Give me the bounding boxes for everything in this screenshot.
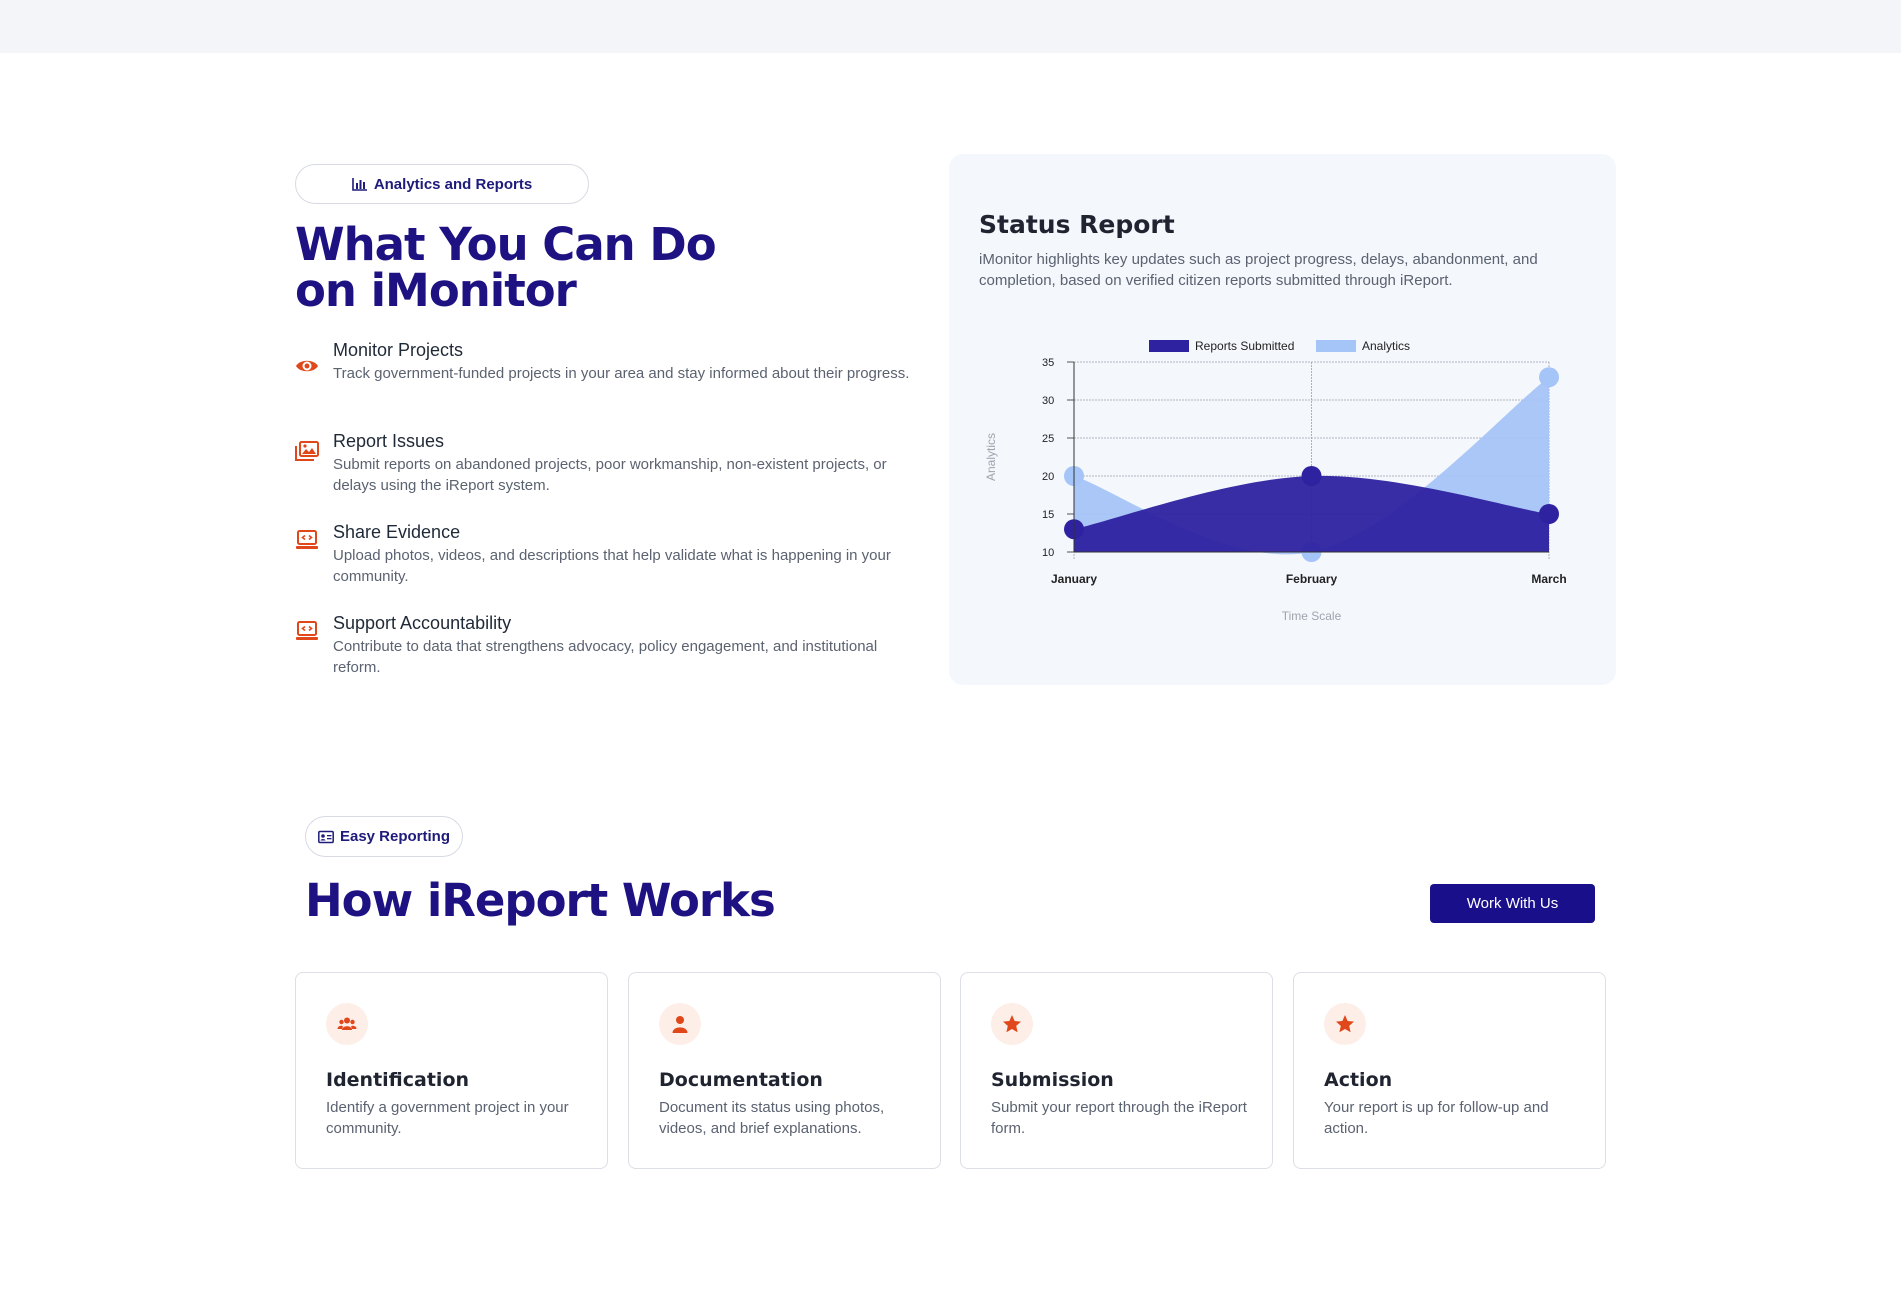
data-point xyxy=(1539,504,1559,524)
feature-title: Support Accountability xyxy=(333,613,512,633)
y-tick-label: 30 xyxy=(1042,395,1054,407)
y-tick-label: 15 xyxy=(1042,509,1054,521)
feature-title: Report Issues xyxy=(333,431,445,451)
step-title: Documentation xyxy=(659,1069,823,1091)
step-description: Identify a government project in your co… xyxy=(326,1099,569,1137)
feature-description: Track government-funded projects in your… xyxy=(333,365,910,382)
analytics-reports-badge: Analytics and Reports xyxy=(295,164,589,204)
feature-description: Upload photos, videos, and descriptions … xyxy=(333,547,891,585)
step-description: Your report is up for follow-up and acti… xyxy=(1324,1099,1549,1137)
feature-title: Share Evidence xyxy=(333,522,461,542)
y-tick-label: 25 xyxy=(1042,433,1054,445)
users-icon xyxy=(337,1017,357,1030)
eye-icon xyxy=(296,360,318,372)
step-card-action: Action Your report is up for follow-up a… xyxy=(1293,972,1606,1169)
step-title: Action xyxy=(1324,1069,1393,1091)
x-tick-label: January xyxy=(1051,572,1097,586)
legend-label: Analytics xyxy=(1362,339,1410,353)
easy-reporting-badge: Easy Reporting xyxy=(305,816,463,857)
legend-swatch xyxy=(1316,340,1356,352)
status-report-description: iMonitor highlights key updates such as … xyxy=(979,251,1538,289)
laptop-code-icon xyxy=(296,530,318,549)
step-icon-wrapper xyxy=(659,1003,701,1045)
page-title: What You Can Do on iMonitor xyxy=(295,222,855,314)
how-ireport-works-title: How iReport Works xyxy=(305,874,776,927)
work-with-us-button[interactable]: Work With Us xyxy=(1430,884,1595,923)
step-icon-wrapper xyxy=(1324,1003,1366,1045)
data-point xyxy=(1301,466,1322,486)
step-description: Submit your report through the iReport f… xyxy=(991,1099,1247,1137)
star-icon xyxy=(1003,1015,1021,1033)
status-report-card: Status Report iMonitor highlights key up… xyxy=(949,154,1616,685)
step-title: Submission xyxy=(991,1069,1114,1091)
y-tick-label: 10 xyxy=(1042,547,1054,559)
series-area-reports-submitted xyxy=(1074,475,1549,552)
feature-description: Submit reports on abandoned projects, po… xyxy=(333,456,887,494)
x-axis-title: Time Scale xyxy=(1282,609,1342,623)
status-report-chart: 10 15 20 25 30 35 January February March Analytic… xyxy=(984,339,1567,623)
step-icon-wrapper xyxy=(326,1003,368,1045)
step-card-submission: Submission Submit your report through th… xyxy=(960,972,1273,1169)
legend-label: Reports Submitted xyxy=(1195,339,1294,353)
feature-description: Contribute to data that strengthens advo… xyxy=(333,638,878,676)
step-description: Document its status using photos, videos… xyxy=(659,1099,885,1137)
status-report-title: Status Report xyxy=(979,210,1175,239)
step-card-identification: Identification Identify a government pro… xyxy=(295,972,608,1169)
star-icon xyxy=(1336,1015,1354,1033)
x-tick-label: February xyxy=(1286,572,1338,586)
x-tick-label: March xyxy=(1531,572,1566,586)
bar-chart-icon xyxy=(352,178,367,191)
legend-swatch xyxy=(1149,340,1189,352)
feature-title: Monitor Projects xyxy=(333,340,464,360)
y-tick-label: 35 xyxy=(1042,357,1054,369)
images-icon xyxy=(295,441,319,461)
y-axis-title: Analytics xyxy=(984,433,998,481)
y-tick-label: 20 xyxy=(1042,471,1054,483)
step-card-documentation: Documentation Document its status using … xyxy=(628,972,941,1169)
laptop-code-icon xyxy=(296,621,318,640)
user-icon xyxy=(672,1016,688,1033)
data-point xyxy=(1539,367,1559,388)
title-line-2: on iMonitor xyxy=(295,264,577,317)
step-icon-wrapper xyxy=(991,1003,1033,1045)
title-line-1: What You Can Do xyxy=(295,218,717,271)
top-header-band xyxy=(0,0,1901,53)
id-card-icon xyxy=(318,830,334,843)
badge-label: Analytics and Reports xyxy=(373,175,533,193)
badge-label: Easy Reporting xyxy=(339,828,451,845)
step-title: Identification xyxy=(326,1069,470,1091)
